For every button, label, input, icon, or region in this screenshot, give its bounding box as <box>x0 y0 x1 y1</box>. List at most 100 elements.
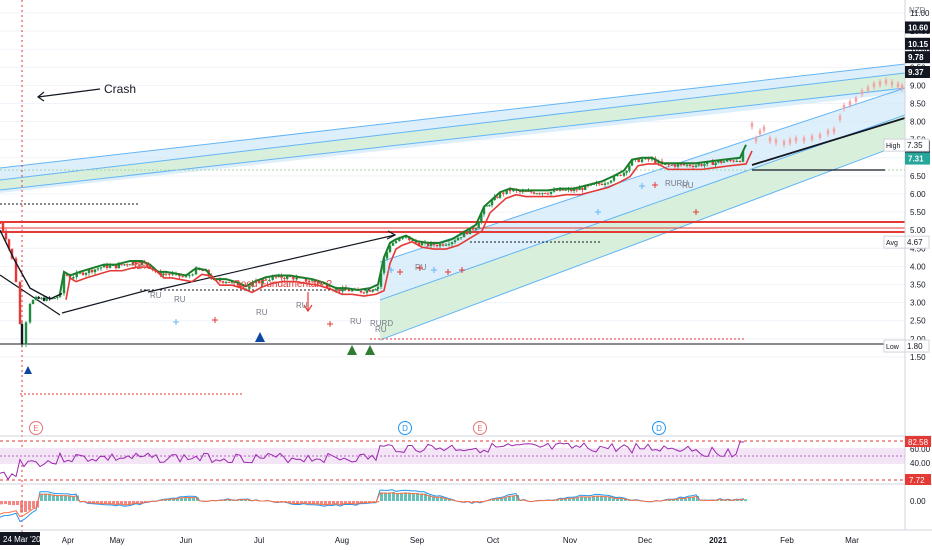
candle <box>860 90 864 95</box>
macd-bar <box>448 498 451 501</box>
candle <box>350 290 354 292</box>
stat-tag: Avg 4.67 <box>883 235 930 249</box>
svg-text:7.31: 7.31 <box>908 155 924 164</box>
candle <box>248 286 251 289</box>
rsi-value-tag: 82.58 <box>908 438 929 447</box>
macd-bar <box>112 501 115 505</box>
candle <box>264 279 268 281</box>
macd-bar <box>4 501 7 505</box>
svg-text:D: D <box>402 424 408 433</box>
candle <box>401 237 404 239</box>
candle <box>637 158 640 163</box>
macd-bar <box>432 496 435 501</box>
candle <box>114 264 118 269</box>
candle <box>96 268 100 270</box>
macd-bar <box>372 501 375 503</box>
macd-bar <box>716 500 719 501</box>
candle <box>508 189 512 192</box>
time-axis-label: Dec <box>638 536 652 545</box>
candle <box>900 85 904 90</box>
candle <box>371 290 374 292</box>
time-axis[interactable]: 24 Mar '20 Apr May Jun Jul Aug Sep Oct Nov Dec 202… <box>0 529 932 545</box>
candle <box>258 280 261 284</box>
candle <box>438 244 442 247</box>
candle <box>251 282 254 287</box>
candle <box>429 242 433 246</box>
macd-bar <box>420 493 423 501</box>
dividend-marker[interactable]: D <box>398 421 412 435</box>
candle <box>194 267 198 275</box>
macd-bar <box>32 501 35 509</box>
candle <box>31 300 35 304</box>
macd-bar <box>436 497 439 501</box>
candle <box>162 273 165 276</box>
candle <box>664 163 667 165</box>
candle <box>374 289 377 291</box>
macd-bar <box>128 501 131 505</box>
time-axis-label: Jul <box>254 536 264 545</box>
candle <box>741 151 745 162</box>
macd-bar <box>428 495 431 501</box>
candle <box>334 289 338 291</box>
candle <box>762 126 766 131</box>
candle <box>56 296 59 298</box>
svg-text:E: E <box>33 424 38 433</box>
macd-bar <box>352 501 355 504</box>
macd-bar <box>100 501 103 504</box>
macd-bar <box>740 499 743 501</box>
candle <box>181 276 184 278</box>
candle <box>722 161 726 163</box>
candle <box>512 189 515 192</box>
crash-annotation: Crash <box>104 82 136 96</box>
candle <box>700 164 703 166</box>
macd-bar <box>188 497 191 501</box>
macd-bar <box>0 501 3 505</box>
candle <box>485 205 488 207</box>
ru-marker: RU <box>256 308 268 317</box>
dividend-marker[interactable]: D <box>652 421 666 435</box>
macd-bar <box>396 493 399 501</box>
macd-bar <box>492 499 495 501</box>
macd-bar <box>604 496 607 501</box>
svg-text:4.67: 4.67 <box>907 238 923 247</box>
earnings-marker[interactable]: E <box>29 421 43 435</box>
macd-bar <box>572 497 575 501</box>
macd-bar <box>668 499 671 501</box>
candle <box>391 243 395 246</box>
candle <box>435 245 439 247</box>
price-axis[interactable]: NZD 11.0010.5010.009.509.008.508.007.507… <box>883 0 931 530</box>
macd-bar <box>376 501 379 503</box>
candle <box>465 232 469 235</box>
candle <box>42 297 46 301</box>
macd-bar <box>132 501 135 505</box>
candle <box>288 276 292 278</box>
candle <box>191 274 194 276</box>
macd-bar <box>664 500 667 501</box>
ru-marker: RU <box>150 291 162 300</box>
candle <box>544 192 547 194</box>
macd-bar <box>184 497 187 501</box>
candle <box>714 162 717 165</box>
candle <box>538 193 541 195</box>
candle <box>1 223 5 232</box>
rsi-pane <box>0 435 932 481</box>
price-tick-label: 5.50 <box>910 208 926 217</box>
ru-marker: RU <box>682 181 694 190</box>
macd-bar <box>320 501 323 505</box>
macd-pane <box>0 483 932 523</box>
candle <box>788 139 792 144</box>
candle <box>28 303 32 323</box>
rsi-tick-label: 40.00 <box>910 459 931 468</box>
price-tick-label: 8.50 <box>910 100 926 109</box>
svg-text:D: D <box>656 424 662 433</box>
candle <box>359 290 363 293</box>
candle <box>546 193 550 195</box>
ru-marker: RU <box>375 325 387 334</box>
macd-bar <box>344 501 347 504</box>
candle <box>137 264 141 266</box>
macd-bar <box>56 495 59 501</box>
price-tick-label: 3.00 <box>910 299 926 308</box>
earnings-marker[interactable]: E <box>473 421 487 435</box>
macd-bar <box>364 501 367 504</box>
